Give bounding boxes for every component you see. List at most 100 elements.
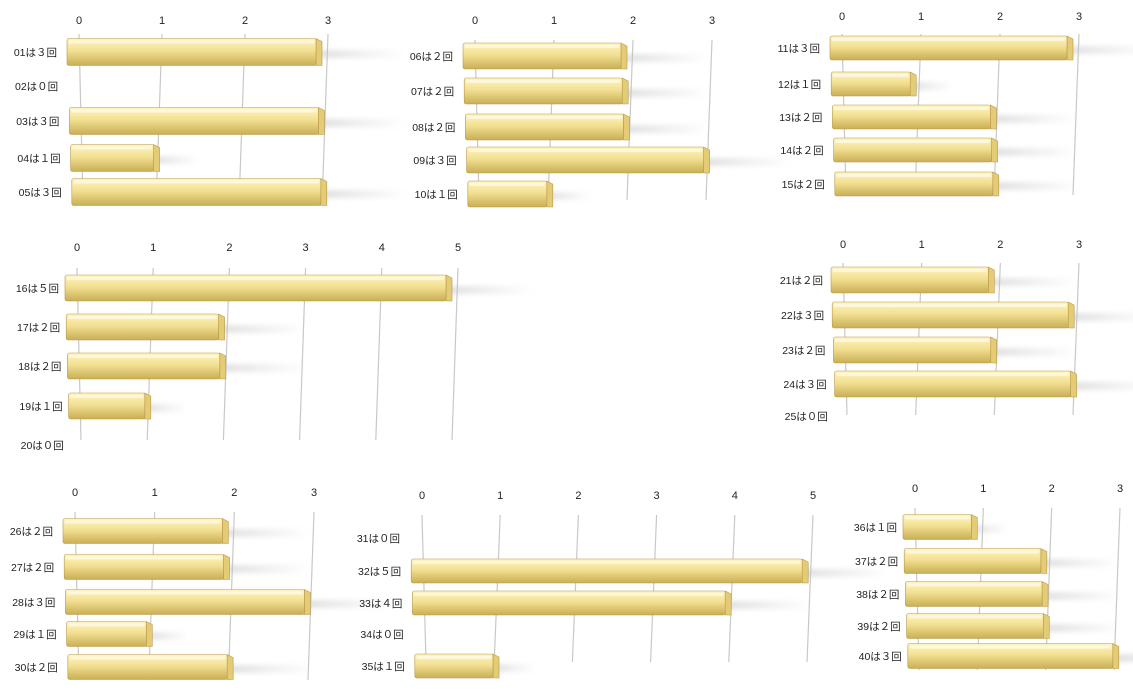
bar-end-cap [445,274,453,302]
x-tick-label: 0 [472,15,478,27]
category-label: 40は３回 [859,651,902,663]
category-label: 36は１回 [854,522,897,534]
gridline [1072,33,1080,196]
bar-end-cap [623,113,630,141]
bar-end-cap [223,554,230,580]
bar [830,71,911,97]
category-label: 31は０回 [357,533,400,545]
category-label: 17は２回 [17,322,60,334]
bar-chart-panel: 0 1 2 3 26は２回 27は２回 28は３回 29は１回 30は２回 [10,487,391,681]
bar-shadow [489,664,536,672]
category-label: 09は３回 [413,155,456,167]
x-tick-label: 0 [72,487,78,499]
bar-shadow [1039,624,1122,632]
category-label: 25は０回 [785,411,828,423]
bar [907,643,1114,669]
bar [905,581,1043,607]
bar-shadow [984,278,1075,286]
gridline [626,39,634,201]
bar-end-cap [144,392,152,420]
bar-highlight [69,355,218,358]
bar-end-cap [1041,581,1049,607]
x-tick-label: 3 [311,487,317,499]
bar [467,180,548,208]
bar-highlight [70,395,143,398]
gridline [728,514,736,663]
bar-shadow [219,565,310,573]
bar-end-cap [620,42,628,70]
bar-highlight [908,615,1042,619]
category-label: 11は３回 [778,43,820,55]
bar-highlight [414,593,724,596]
gridline [705,39,713,201]
gridline [421,514,427,663]
bar-end-cap [991,137,998,163]
bar-shadow [300,600,391,608]
category-label: 18は２回 [18,361,61,373]
bar-highlight [467,116,622,119]
gridline [571,514,579,663]
bar-end-cap [320,178,328,206]
x-tick-label: 1 [159,15,165,27]
bar-highlight [69,40,314,44]
category-label: 27は２回 [11,562,54,574]
bar-highlight [906,550,1039,554]
bar-chart-panel: 0 1 2 3 11は３回 12は１回 13は２回 14は２回 15は２回 [778,11,1133,197]
bar-shadow [721,601,812,609]
bar [67,654,228,680]
category-label: 32は５回 [358,566,401,578]
bar-end-cap [222,518,229,544]
bar-chart-panel: 0 1 2 3 4 5 16は５回 17は２回 18は２回 19は１回 20は０回 [16,242,532,452]
x-tick-label: 1 [551,15,557,27]
category-label: 14は２回 [780,145,823,157]
x-tick-label: 0 [839,11,845,23]
category-label: 05は３回 [19,187,62,199]
bar [65,589,305,615]
gridline [1045,507,1053,671]
x-tick-label: 1 [150,242,156,254]
bar [830,266,989,294]
bar-end-cap [226,654,234,680]
bar-highlight [833,74,909,77]
bar [832,104,991,130]
bar-shadow [1064,313,1133,321]
bar-highlight [413,561,801,564]
bar-end-cap [1042,613,1050,639]
gridline [493,514,501,663]
bar-highlight [907,583,1041,587]
bar [63,554,224,580]
bar [65,313,219,341]
category-label: 21は２回 [780,275,823,287]
bar-shadow [312,50,402,58]
gridline [451,267,459,441]
bar-end-cap [219,352,227,380]
bar-end-cap [621,77,629,105]
bar-shadow [619,125,710,133]
category-label: 26は２回 [10,526,53,538]
category-label: 12は１回 [778,79,821,91]
bar-highlight [69,656,226,660]
bar-highlight [834,304,1067,307]
category-label: 06は２回 [410,51,453,63]
bar-end-cap [988,266,995,294]
x-tick-label: 2 [242,15,248,27]
category-label: 30は２回 [15,662,58,674]
bar-end-cap [318,107,325,135]
category-label: 23は２回 [782,345,825,357]
x-tick-label: 1 [152,487,158,499]
x-tick-label: 3 [654,490,660,502]
bar-shadow [442,286,532,294]
bar-shadow [967,525,1009,533]
category-label: 33は４回 [359,598,402,610]
bar-end-cap [1112,643,1120,669]
bar-end-cap [1070,370,1077,398]
bar-shadow [906,82,954,90]
category-label: 24は３回 [783,379,826,391]
bar [64,274,447,302]
bar-end-cap [145,621,153,647]
bar-shadow [618,89,709,97]
bar-highlight [836,373,1069,376]
category-label: 03は３回 [16,116,59,128]
bar-highlight [832,38,1065,41]
